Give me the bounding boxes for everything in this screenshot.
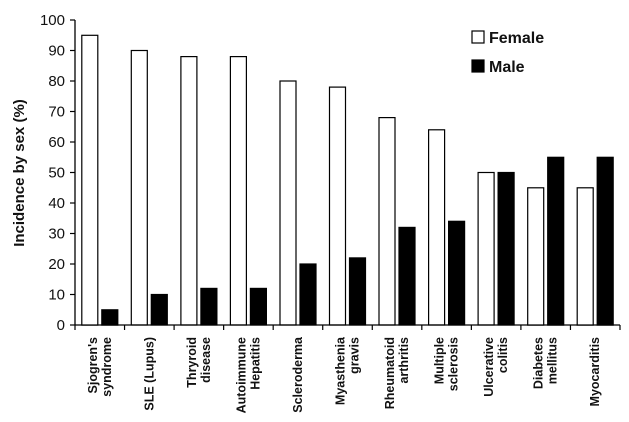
bar-male-8 <box>498 173 514 326</box>
bar-male-2 <box>201 288 217 325</box>
y-tick-label: 50 <box>48 165 65 182</box>
x-tick-label: Hepatitis <box>248 337 262 390</box>
y-tick-label: 70 <box>48 104 65 121</box>
bar-male-9 <box>548 157 564 325</box>
legend-swatch-female <box>472 31 484 43</box>
bar-male-5 <box>350 258 366 325</box>
x-tick-label: syndrome <box>100 337 114 397</box>
bar-male-0 <box>102 310 118 325</box>
bar-male-3 <box>250 288 266 325</box>
bar-male-4 <box>300 264 316 325</box>
x-tick-label: arthritis <box>397 337 411 384</box>
x-tick-label: SLE (Lupus) <box>142 337 156 411</box>
x-tick-label: Autoimmune <box>234 337 248 413</box>
x-tick-label: sclerosis <box>447 337 461 391</box>
y-tick-label: 100 <box>40 12 65 29</box>
legend-swatch-male <box>472 60 484 72</box>
x-tick-label: mellitus <box>546 337 560 384</box>
x-tick-label: gravis <box>348 337 362 374</box>
y-tick-label: 30 <box>48 226 65 243</box>
x-tick-label: Rheumatoid <box>383 337 397 409</box>
y-tick-label: 90 <box>48 43 65 60</box>
bar-female-3 <box>230 57 246 325</box>
x-tick-label: Myocarditis <box>588 337 602 407</box>
x-tick-label: Myasthenia <box>334 336 348 405</box>
y-tick-label: 60 <box>48 134 65 151</box>
x-tick-label: Diabetes <box>532 337 546 389</box>
y-tick-label: 20 <box>48 256 65 273</box>
y-tick-label: 0 <box>57 317 65 334</box>
x-axis: Sjogren's syndrome SLE (Lupus) Thryroid dise… <box>75 325 620 413</box>
bar-male-1 <box>151 295 167 326</box>
x-tick-label: Sjogren's <box>86 337 100 394</box>
y-tick-label: 80 <box>48 73 65 90</box>
bar-male-7 <box>449 221 465 325</box>
bar-male-10 <box>597 157 613 325</box>
y-axis-title: Incidence by sex (%) <box>11 99 28 247</box>
y-tick-label: 40 <box>48 195 65 212</box>
bar-female-9 <box>528 188 544 325</box>
bar-female-4 <box>280 81 296 325</box>
x-tick-label: colitis <box>496 337 510 373</box>
legend: Female Male <box>472 30 544 76</box>
x-tick-label: disease <box>199 337 213 383</box>
x-tick-label: Multiple <box>433 337 447 384</box>
bar-female-8 <box>478 173 494 326</box>
bar-female-7 <box>429 130 445 325</box>
y-tick-label: 10 <box>48 287 65 304</box>
legend-label-male: Male <box>489 59 525 76</box>
x-tick-label: Thryroid <box>185 337 199 388</box>
bar-female-0 <box>82 35 98 325</box>
bar-female-10 <box>577 188 593 325</box>
y-axis: Incidence by sex (%) 0 10 20 30 40 50 60 70 80 90… <box>11 12 75 334</box>
bar-female-2 <box>181 57 197 325</box>
bar-male-6 <box>399 227 415 325</box>
plot-area <box>82 35 613 325</box>
bar-female-5 <box>330 87 346 325</box>
bar-female-1 <box>131 51 147 326</box>
x-tick-label: Ulcerative <box>482 337 496 397</box>
x-tick-label: Scleroderma <box>291 336 305 413</box>
legend-label-female: Female <box>489 30 544 47</box>
bar-female-6 <box>379 118 395 325</box>
